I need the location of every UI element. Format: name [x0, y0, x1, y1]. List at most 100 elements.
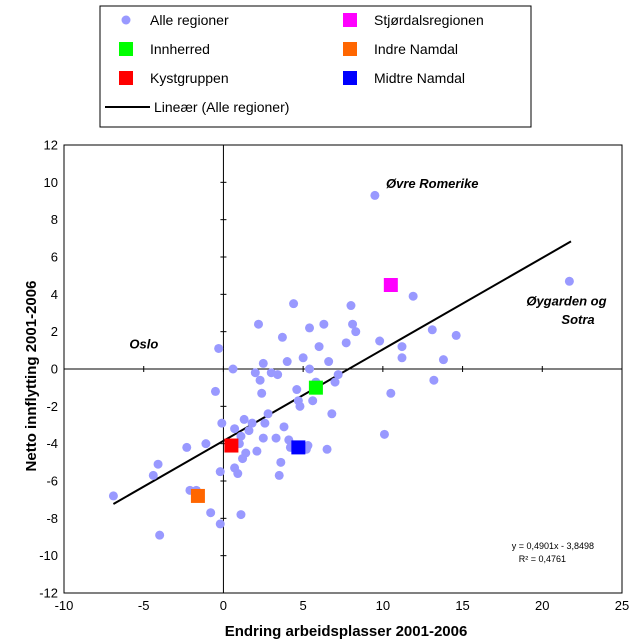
- data-point: [228, 364, 238, 374]
- legend-item: Kystgruppen: [119, 70, 229, 86]
- legend-marker: [343, 13, 357, 27]
- data-point: [155, 530, 165, 540]
- legend: Alle regioner Stjørdalsregionen Innherred I…: [99, 5, 532, 128]
- annotation-label: Oslo: [129, 336, 158, 351]
- data-point: [292, 385, 302, 395]
- y-tick-label: -12: [39, 586, 58, 601]
- data-point: [333, 370, 343, 380]
- x-tick-label: -5: [138, 598, 150, 613]
- data-point: [303, 441, 313, 451]
- data-point: [215, 467, 225, 477]
- legend-label: Alle regioner: [150, 12, 229, 28]
- x-tick-label: 25: [615, 598, 629, 613]
- data-point: [386, 388, 396, 398]
- data-point: [282, 357, 292, 367]
- data-point: [230, 424, 240, 434]
- data-point: [330, 377, 340, 387]
- data-point: [206, 508, 216, 518]
- data-point: [276, 457, 286, 467]
- data-point: [438, 355, 448, 365]
- data-point: [348, 319, 358, 329]
- data-point: [148, 470, 158, 480]
- y-tick-label: -8: [46, 511, 58, 526]
- annotations: Øvre Romerike Øygarden og Sotra Oslo: [129, 176, 606, 352]
- marker-kystgruppen: [224, 438, 239, 453]
- data-point: [397, 353, 407, 363]
- data-point: [252, 446, 262, 456]
- data-point: [397, 342, 407, 352]
- data-point: [201, 439, 211, 449]
- y-tick-label: 6: [51, 250, 58, 265]
- data-point: [305, 323, 315, 333]
- data-point: [210, 386, 220, 396]
- data-point: [250, 368, 260, 378]
- data-point: [233, 469, 243, 479]
- legend-item: Stjørdalsregionen: [343, 12, 484, 28]
- data-point: [298, 353, 308, 363]
- legend-label: Kystgruppen: [150, 70, 229, 86]
- legend-marker: [119, 71, 133, 85]
- data-point: [451, 330, 461, 340]
- legend-marker: [343, 71, 357, 85]
- data-point: [408, 291, 418, 301]
- data-point: [108, 491, 118, 501]
- data-point: [254, 319, 264, 329]
- data-point: [375, 336, 385, 346]
- x-tick-label: 5: [300, 598, 307, 613]
- data-point: [305, 364, 315, 374]
- data-point: [239, 414, 249, 424]
- y-tick-label: -4: [46, 436, 58, 451]
- data-point: [327, 409, 337, 419]
- data-point: [346, 301, 356, 311]
- legend-item: Alle regioner: [121, 12, 229, 28]
- data-point: [295, 401, 305, 411]
- data-point: [319, 319, 329, 329]
- x-tick-label: 15: [455, 598, 469, 613]
- data-point: [257, 388, 267, 398]
- data-point: [308, 396, 318, 406]
- annotation-label: Sotra: [561, 312, 594, 327]
- legend-marker: [121, 15, 131, 25]
- legend-label: Indre Namdal: [374, 41, 458, 57]
- annotation-label: Øvre Romerike: [386, 176, 479, 191]
- marker-midtre_namdal: [291, 440, 306, 455]
- data-point: [314, 342, 324, 352]
- y-tick-label: 8: [51, 212, 58, 227]
- data-point: [255, 375, 265, 385]
- data-point: [182, 442, 192, 452]
- legend-label: Stjørdalsregionen: [374, 12, 484, 28]
- y-tick-label: 0: [51, 362, 58, 377]
- y-tick-label: 12: [44, 138, 58, 153]
- trendline-equation: y = 0,4901x - 3,8498: [512, 541, 594, 551]
- data-point: [341, 338, 351, 348]
- data-point: [271, 433, 281, 443]
- marker-stjordal: [383, 278, 398, 292]
- legend-box: [99, 5, 532, 128]
- marker-indre_namdal: [190, 488, 205, 503]
- data-point: [217, 418, 227, 428]
- legend-marker: [343, 42, 357, 56]
- data-point: [247, 418, 257, 428]
- legend-item: Midtre Namdal: [343, 70, 465, 86]
- data-point: [241, 448, 251, 458]
- data-point: [429, 375, 439, 385]
- y-axis-title: Netto innflytting 2001-2006: [23, 281, 40, 472]
- y-tick-label: 4: [51, 287, 58, 302]
- x-tick-label: 0: [220, 598, 227, 613]
- marker-innherred: [308, 380, 323, 395]
- y-tick-label: -10: [39, 548, 58, 563]
- annotation-label: Øygarden og: [526, 294, 606, 309]
- data-points: [108, 190, 574, 540]
- data-point: [244, 426, 254, 436]
- data-point: [260, 418, 270, 428]
- data-point: [322, 444, 332, 454]
- x-tick-label: 10: [376, 598, 390, 613]
- data-point: [214, 343, 224, 353]
- data-point: [153, 459, 163, 469]
- data-point: [236, 510, 246, 520]
- y-tick-label: 2: [51, 324, 58, 339]
- data-point: [273, 370, 283, 380]
- legend-item: Innherred: [119, 41, 210, 57]
